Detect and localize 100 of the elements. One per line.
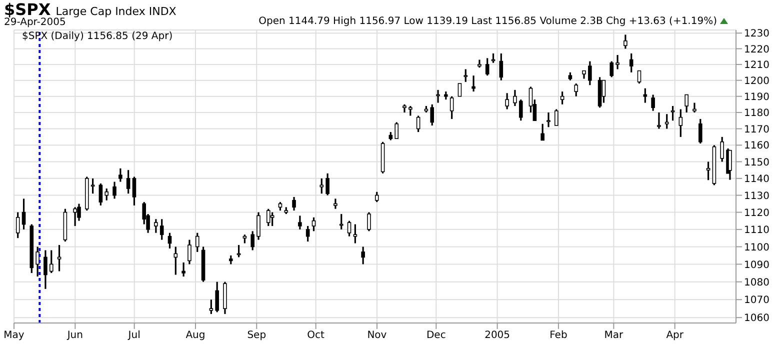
y-tick-label: 1150 [744, 157, 770, 168]
candlestick [505, 92, 509, 110]
text: Open 1144.79 High 1156.97 Low 1139.19 Last 1156.85 Volume 2.3B Chg +13.63 (+1.19%) [258, 16, 718, 27]
candlestick [270, 211, 274, 227]
candlestick [126, 169, 130, 194]
candlestick [250, 230, 254, 252]
candlestick [49, 249, 54, 274]
y-tick-label: 1140 [744, 174, 770, 185]
candlestick [651, 94, 655, 112]
candlestick [312, 216, 316, 232]
x-tick-label: Jul [127, 330, 140, 342]
candlestick [629, 52, 634, 74]
candlestick [266, 208, 270, 227]
x-tick-label: Mar [604, 330, 624, 342]
y-tick-label: 1060 [744, 313, 770, 324]
y-tick-label: 1230 [744, 28, 770, 40]
candlestick [339, 213, 344, 230]
x-tick-label: May [4, 330, 24, 342]
candlestick [104, 188, 109, 202]
candlestick [485, 57, 490, 76]
candlestick [546, 112, 550, 128]
candlestick [298, 214, 302, 230]
candlestick [664, 113, 669, 130]
candlestick [374, 191, 379, 203]
candlestick [554, 108, 558, 126]
y-tick-label: 1190 [744, 92, 770, 103]
candlestick [36, 246, 40, 278]
candlestick [518, 98, 523, 122]
candlestick [728, 149, 732, 181]
candlestick [306, 225, 310, 242]
y-tick-label: 1170 [744, 124, 770, 136]
y-tick-label: 1070 [744, 295, 770, 306]
x-tick-label: 2005 [484, 330, 510, 342]
candlestick [464, 68, 468, 83]
text: 29-Apr-2005 [4, 17, 66, 28]
candlestick [560, 90, 564, 106]
candlestick [436, 89, 440, 104]
candlestick [154, 218, 158, 234]
y-tick-label: 1110 [744, 224, 770, 236]
candlestick [73, 206, 77, 227]
candlestick [320, 178, 324, 194]
candlestick [472, 74, 476, 92]
candlestick [616, 54, 620, 70]
candlestick [678, 108, 683, 138]
x-tick-label: Apr [666, 330, 684, 342]
candlestick [450, 96, 454, 120]
candlestick [367, 211, 371, 232]
y-tick-label: 1100 [744, 242, 770, 254]
candlestick [540, 123, 544, 142]
candlestick [416, 114, 420, 133]
candlestick [692, 102, 696, 114]
candlestick [624, 34, 628, 50]
y-tick-label: 1220 [744, 44, 770, 56]
candlestick [16, 211, 20, 239]
x-tick-label: Dec [426, 330, 446, 342]
candlestick [195, 232, 200, 253]
x-tick-label: Aug [186, 330, 206, 342]
candlestick [670, 105, 675, 122]
y-tick-label: 1090 [744, 260, 770, 271]
candlestick [408, 105, 412, 117]
candlestick [353, 223, 358, 244]
x-tick-label: Jun [66, 330, 83, 342]
candlestick [168, 232, 172, 250]
candlestick [77, 202, 81, 222]
candlestick [610, 60, 614, 78]
candlestick [684, 94, 688, 114]
candlestick [657, 112, 661, 130]
candlestick [706, 160, 710, 181]
candlestick [132, 176, 136, 206]
candlestick [602, 80, 606, 104]
x-tick-label: Sep [247, 330, 266, 342]
candlestick [334, 198, 338, 210]
candlestick [98, 182, 103, 206]
y-tick-label: 1180 [744, 108, 770, 120]
candlestick [112, 180, 116, 200]
y-tick-label: 1080 [744, 277, 770, 288]
chart-title: $SPX [4, 0, 51, 19]
candlestick [347, 220, 352, 238]
chart-subtitle: Large Cap Index INDX [56, 5, 176, 18]
candlestick [430, 104, 434, 126]
candlestick [499, 52, 504, 82]
y-tick-label: 1210 [744, 60, 770, 72]
candlestick [698, 118, 702, 144]
y-tick-label: 1160 [744, 140, 770, 152]
candlestick [44, 249, 48, 290]
x-tick-label: Feb [550, 330, 568, 342]
candlestick [458, 83, 462, 97]
candlestick [22, 198, 26, 230]
candlestick [292, 196, 296, 212]
candlestick [394, 121, 398, 140]
candlestick [513, 89, 517, 107]
candlestick [182, 262, 186, 278]
candlestick [361, 246, 365, 266]
candlestick [57, 244, 62, 272]
candlestick [215, 281, 219, 313]
x-tick-label: Nov [367, 330, 387, 342]
y-tick-label: 1130 [744, 190, 770, 202]
annotation: $SPX (Daily) 1156.85 (29 Apr) [22, 31, 173, 42]
candlestick [118, 168, 122, 183]
candlestick [326, 172, 330, 196]
